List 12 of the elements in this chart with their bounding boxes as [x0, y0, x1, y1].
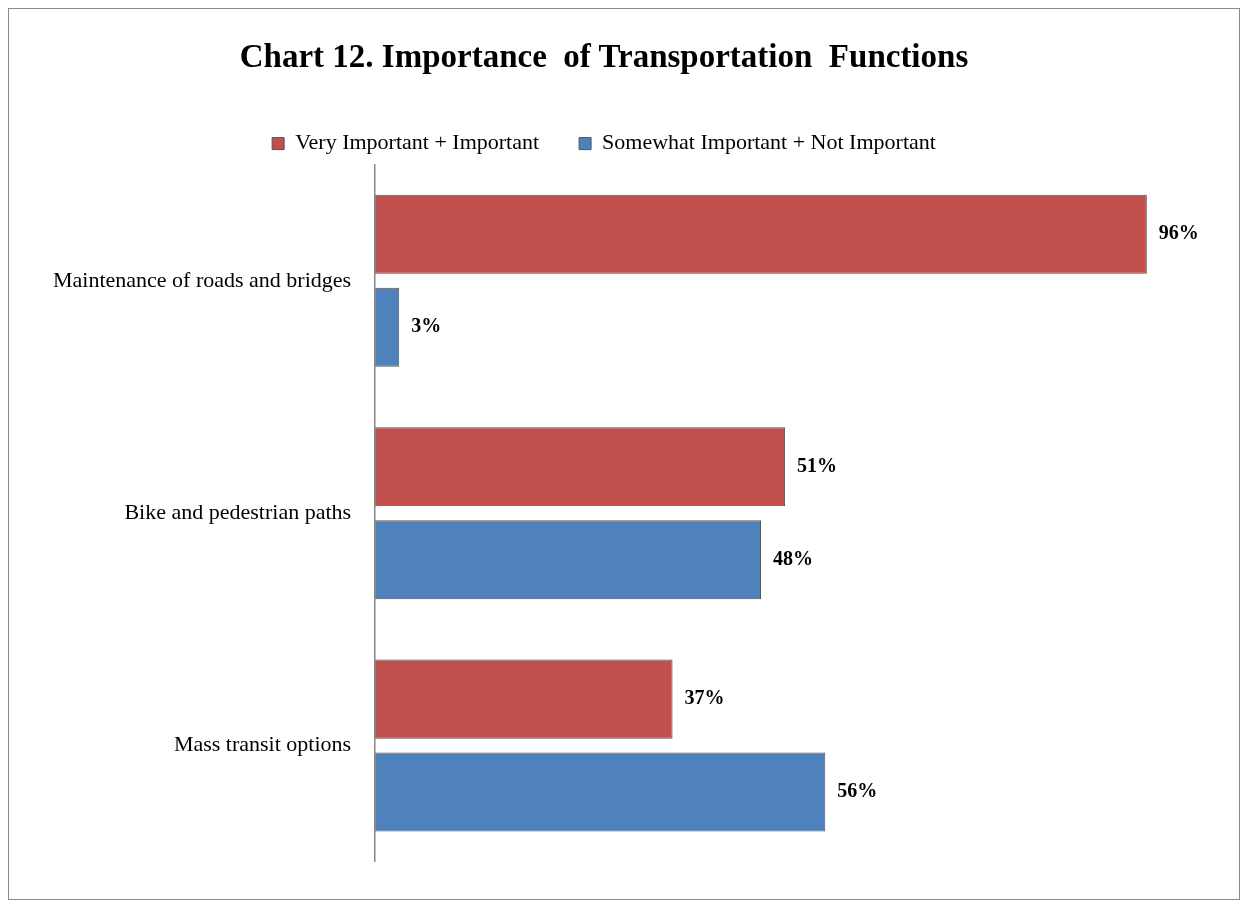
data-label: 56%: [837, 779, 878, 802]
data-label: 37%: [684, 686, 725, 709]
chart-title: Chart 12. Importance of Transportation Functions: [239, 38, 969, 75]
legend-label: Somewhat Important + Not Important: [602, 129, 936, 155]
y-tick-label: Mass transit options: [173, 731, 352, 757]
y-tick-label: Maintenance of roads and bridges: [52, 266, 352, 292]
legend-label: Very Important + Important: [295, 129, 540, 155]
data-label: 96%: [1158, 221, 1199, 244]
y-tick-label: Bike and pedestrian paths: [124, 498, 352, 524]
data-label: 48%: [772, 546, 813, 569]
data-label: 51%: [797, 453, 838, 476]
data-label: 3%: [411, 314, 442, 337]
